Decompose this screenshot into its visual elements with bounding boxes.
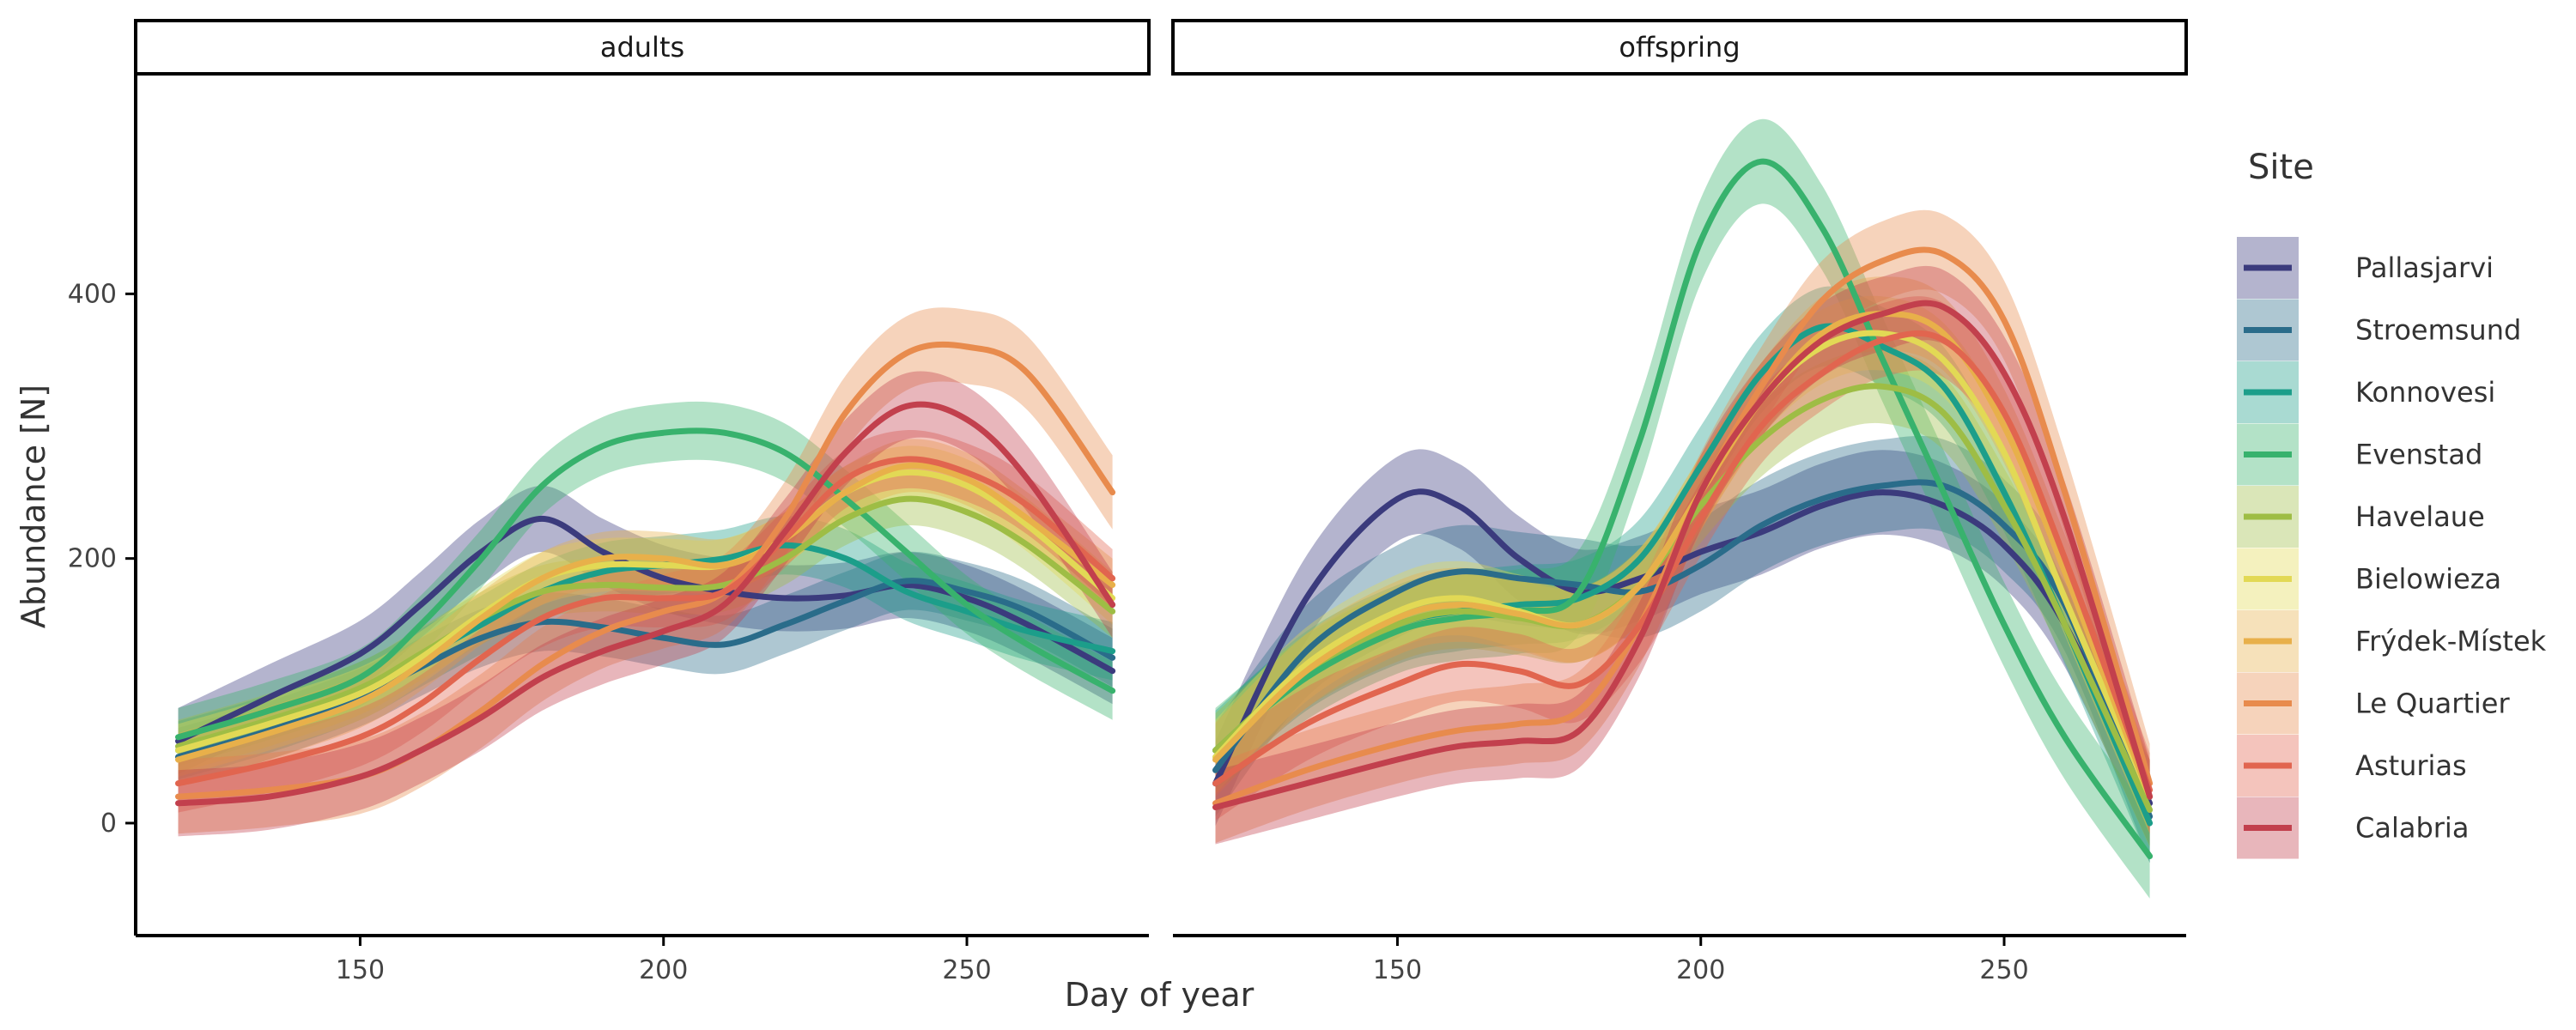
series-line-adults-8 <box>175 456 1116 787</box>
series-line-adults-1 <box>175 578 1116 760</box>
ci-band-adults-5 <box>178 445 1113 777</box>
y-tick-label: 200 <box>68 544 117 574</box>
legend-item: Asturias <box>2237 735 2467 797</box>
legend-label: Pallasjarvi <box>2355 251 2494 284</box>
series-line-adults-6 <box>175 462 1116 763</box>
legend-item: Bielowieza <box>2237 548 2501 610</box>
ci-band-adults-8 <box>178 429 1113 813</box>
facet-label-adults: adults <box>600 31 684 64</box>
y-tick-label: 400 <box>68 279 117 309</box>
ci-band-adults-2 <box>178 516 1113 780</box>
x-tick-label: 150 <box>1373 955 1422 985</box>
series-line-offspring-0 <box>1212 488 2154 807</box>
ci-band-adults-0 <box>178 485 1113 774</box>
x-tick-label: 250 <box>1979 955 2028 985</box>
facet-label-offspring: offspring <box>1619 31 1740 64</box>
facet-panel-adults: adults 0 200 400 150 200 250 <box>68 19 1151 985</box>
legend-item: Stroemsund <box>2237 299 2521 361</box>
facet-strip-offspring <box>1171 19 2188 76</box>
legend-item: Konnovesi <box>2237 361 2495 423</box>
legend-item: Le Quartier <box>2237 672 2510 735</box>
legend-label: Bielowieza <box>2355 563 2501 596</box>
y-axis-title: Abundance [N] <box>15 385 52 628</box>
series-line-offspring-3 <box>1212 158 2154 859</box>
legend-label: Havelaue <box>2355 500 2485 533</box>
x-tick-label: 150 <box>336 955 385 985</box>
x-axis-title: Day of year <box>1065 976 1255 1014</box>
legend-item: Calabria <box>2237 797 2469 859</box>
x-tick-label: 200 <box>1676 955 1725 985</box>
ci-band-adults-1 <box>178 551 1113 786</box>
legend-label: Le Quartier <box>2355 688 2510 720</box>
facet-strip-adults <box>134 19 1151 76</box>
ci-band-offspring-1 <box>1215 435 2150 863</box>
facet-panel-offspring: offspring 150 200 250 <box>1171 19 2188 985</box>
series-line-adults-4 <box>175 495 1116 750</box>
legend-label: Asturias <box>2355 749 2467 782</box>
ci-band-adults-6 <box>178 439 1113 786</box>
ci-band-offspring-4 <box>1215 348 2150 847</box>
legend-label: Frýdek-Místek <box>2355 625 2547 657</box>
legend-label: Calabria <box>2355 812 2469 845</box>
legend-item: Pallasjarvi <box>2237 237 2494 299</box>
legend-label: Konnovesi <box>2355 376 2495 409</box>
series-line-offspring-8 <box>1212 330 2154 793</box>
series-line-adults-5 <box>175 469 1116 754</box>
legend-label: Evenstad <box>2355 439 2482 471</box>
ci-band-adults-4 <box>178 472 1113 773</box>
legend-item: Evenstad <box>2237 423 2482 486</box>
legend-item: Havelaue <box>2237 486 2485 548</box>
series-line-offspring-9 <box>1212 300 2154 810</box>
series-line-offspring-1 <box>1212 479 2154 820</box>
legend-title: Site <box>2248 148 2314 187</box>
x-tick-label: 250 <box>942 955 991 985</box>
legend-item: Frýdek-Místek <box>2237 610 2547 672</box>
legend-label: Stroemsund <box>2355 314 2521 347</box>
series-line-adults-9 <box>175 401 1116 807</box>
ci-band-adults-7 <box>178 307 1113 834</box>
x-tick-label: 200 <box>639 955 688 985</box>
ci-band-offspring-3 <box>1215 118 2150 899</box>
y-tick-label: 0 <box>100 809 117 839</box>
series-line-adults-3 <box>175 427 1116 741</box>
